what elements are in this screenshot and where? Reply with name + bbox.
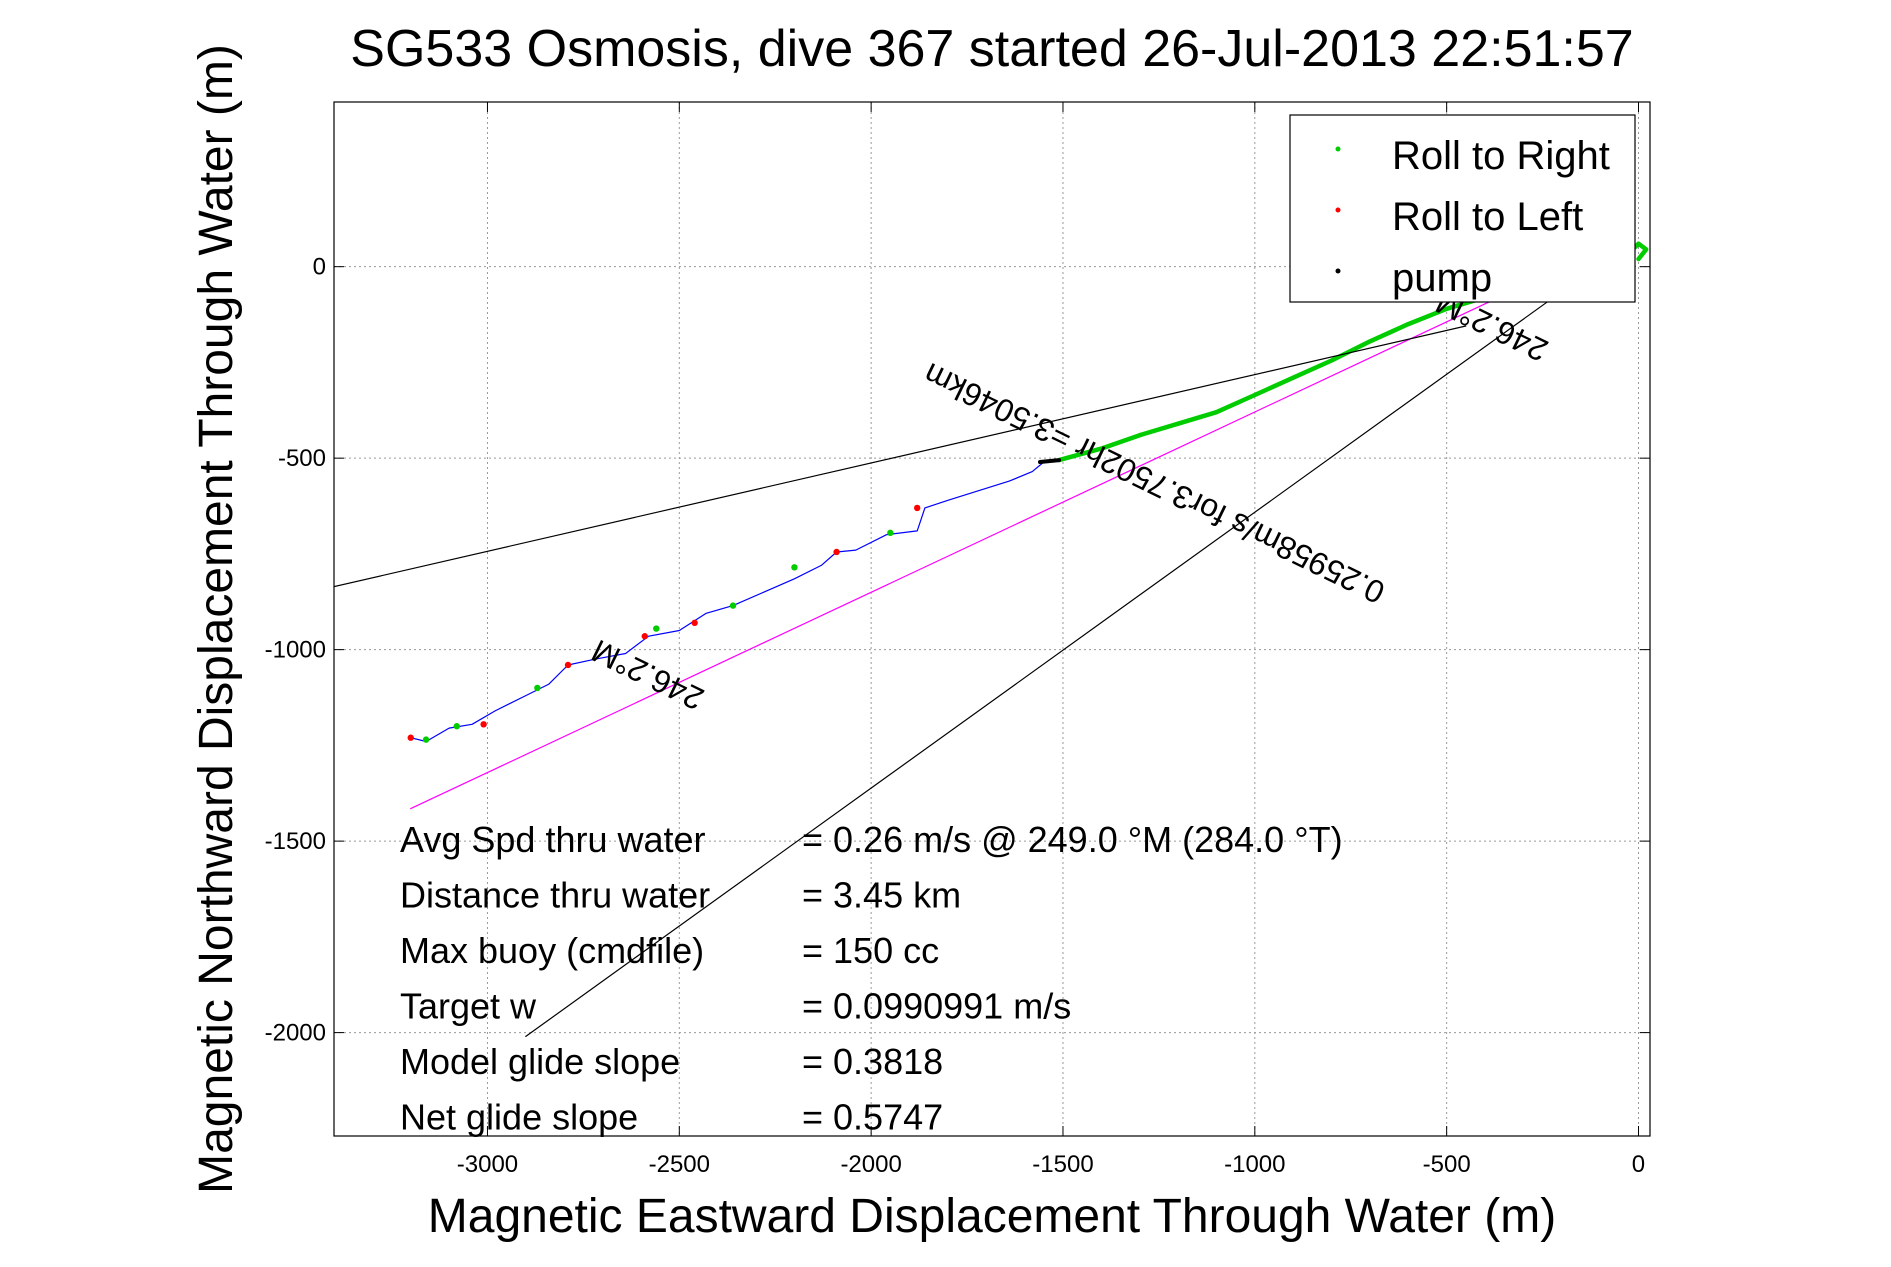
series-2-point	[534, 684, 541, 692]
legend-box	[1289, 114, 1636, 303]
legend-marker	[1335, 207, 1341, 213]
series-3-point	[913, 504, 921, 512]
series-7	[525, 266, 1597, 1038]
x-tick-label: -2000	[840, 1151, 901, 1178]
series-3-point	[407, 734, 414, 741]
info-label: Max buoy (cmdfile)	[400, 930, 704, 971]
series-0	[410, 459, 1060, 743]
series-3-point	[480, 721, 487, 728]
legend-label: Roll to Left	[1392, 195, 1583, 239]
x-tick-label: -2500	[649, 1151, 710, 1178]
info-label: Distance thru water	[400, 875, 710, 916]
x-tick-label: -1500	[1032, 1151, 1093, 1178]
axis-ticks: -3000 -2500 -2000 -1500 -1000 -500 0 0 -500 -1000…	[265, 102, 1650, 1178]
info-value: = 3.45 km	[802, 875, 961, 916]
legend-label: pump	[1392, 256, 1492, 300]
info-label: Avg Spd thru water	[400, 819, 706, 860]
series-5	[410, 285, 1525, 810]
info-box: Avg Spd thru water = 0.26 m/s @ 249.0 °M …	[400, 819, 1343, 1138]
y-tick-label: -1500	[265, 828, 326, 855]
y-tick-label: -2000	[265, 1020, 326, 1047]
y-tick-label: 0	[313, 254, 326, 281]
x-tick-label: -1000	[1224, 1151, 1285, 1178]
series-2	[422, 529, 894, 743]
plot-frame	[333, 101, 1651, 1137]
series-2-point	[653, 625, 660, 632]
series-2-point	[453, 723, 460, 730]
legend-label: Roll to Right	[1392, 134, 1610, 178]
y-axis-label: Magnetic Northward Displacement Through …	[190, 44, 243, 1194]
series-4	[1038, 458, 1062, 464]
legend-marker	[1335, 146, 1341, 152]
series-3	[407, 504, 921, 741]
series-3-point	[641, 633, 648, 640]
info-label: Target w	[400, 986, 537, 1027]
legend-marker	[1335, 268, 1341, 274]
series-6	[334, 325, 1467, 588]
info-value: = 0.3818	[802, 1041, 943, 1082]
info-value: = 150 cc	[802, 930, 939, 971]
y-tick-label: -500	[278, 445, 326, 472]
series-5-line	[410, 285, 1525, 810]
series-2-point	[791, 564, 798, 571]
series-2-point	[729, 602, 737, 609]
series-2-point	[887, 529, 894, 537]
info-value: = 0.0990991 m/s	[802, 986, 1071, 1027]
legend-items: Roll to Right Roll to Left pump	[1335, 134, 1610, 300]
info-label: Model glide slope	[400, 1041, 680, 1082]
chart-title: SG533 Osmosis, dive 367 started 26-Jul-2…	[350, 20, 1633, 78]
x-axis-label: Magnetic Eastward Displacement Through W…	[428, 1190, 1556, 1243]
x-tick-label: 0	[1632, 1151, 1645, 1178]
series-7-line	[525, 266, 1597, 1038]
series-3-point	[691, 619, 698, 627]
x-tick-label: -500	[1423, 1151, 1471, 1178]
series-0-line	[410, 459, 1060, 743]
series-3-point	[564, 661, 572, 669]
info-value: = 0.26 m/s @ 249.0 °M (284.0 °T)	[802, 819, 1343, 860]
legend: Roll to Right Roll to Left pump	[1289, 114, 1636, 303]
series-6-line	[334, 325, 1467, 588]
y-tick-label: -1000	[265, 637, 326, 664]
series-4-line	[1038, 458, 1062, 464]
x-tick-label: -3000	[457, 1151, 518, 1178]
info-label: Net glide slope	[400, 1097, 638, 1138]
info-value: = 0.5747	[802, 1097, 943, 1138]
series-2-point	[422, 736, 430, 743]
series-3-point	[833, 548, 840, 556]
